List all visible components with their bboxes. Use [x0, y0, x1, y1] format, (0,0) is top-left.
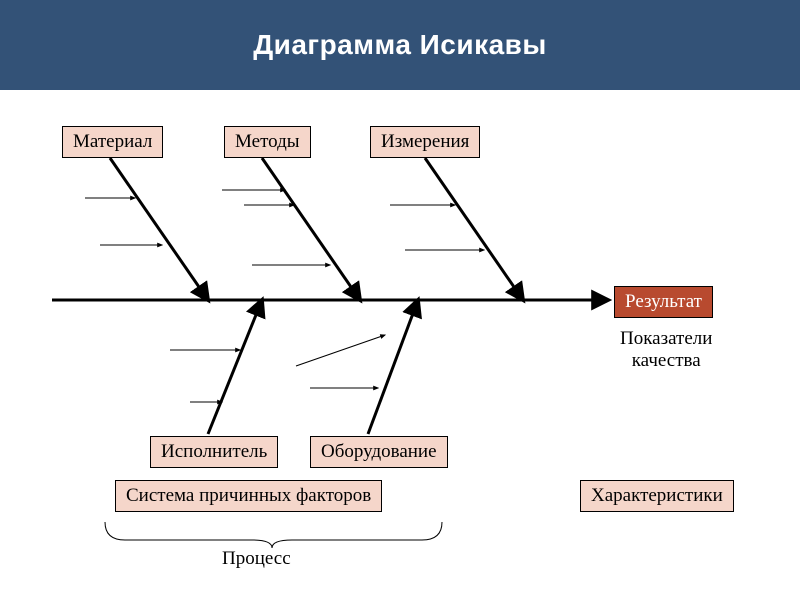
process-label: Процесс	[222, 548, 291, 570]
quality-label-line1: Показатели	[620, 328, 712, 349]
category-label: Методы	[235, 131, 300, 152]
category-box-methods: Методы	[224, 126, 311, 158]
process-label-text: Процесс	[222, 548, 291, 569]
quality-label: Показатели качества	[620, 328, 712, 372]
quality-label-line2: качества	[632, 350, 701, 371]
system-label: Система причинных факторов	[126, 485, 371, 506]
category-label: Оборудование	[321, 441, 437, 462]
result-label: Результат	[625, 291, 702, 312]
category-label: Материал	[73, 131, 152, 152]
characteristics-box: Характеристики	[580, 480, 734, 512]
slide-header: Диаграмма Исикавы	[0, 0, 800, 90]
system-box: Система причинных факторов	[115, 480, 382, 512]
fishbone-diagram: Материал Методы Измерения Исполнитель Об…	[0, 90, 800, 600]
result-box: Результат	[614, 286, 713, 318]
category-box-measure: Измерения	[370, 126, 480, 158]
category-box-equipment: Оборудование	[310, 436, 448, 468]
category-box-executor: Исполнитель	[150, 436, 278, 468]
category-box-material: Материал	[62, 126, 163, 158]
characteristics-label: Характеристики	[591, 485, 723, 506]
category-label: Исполнитель	[161, 441, 267, 462]
category-label: Измерения	[381, 131, 469, 152]
slide-title: Диаграмма Исикавы	[253, 29, 547, 61]
